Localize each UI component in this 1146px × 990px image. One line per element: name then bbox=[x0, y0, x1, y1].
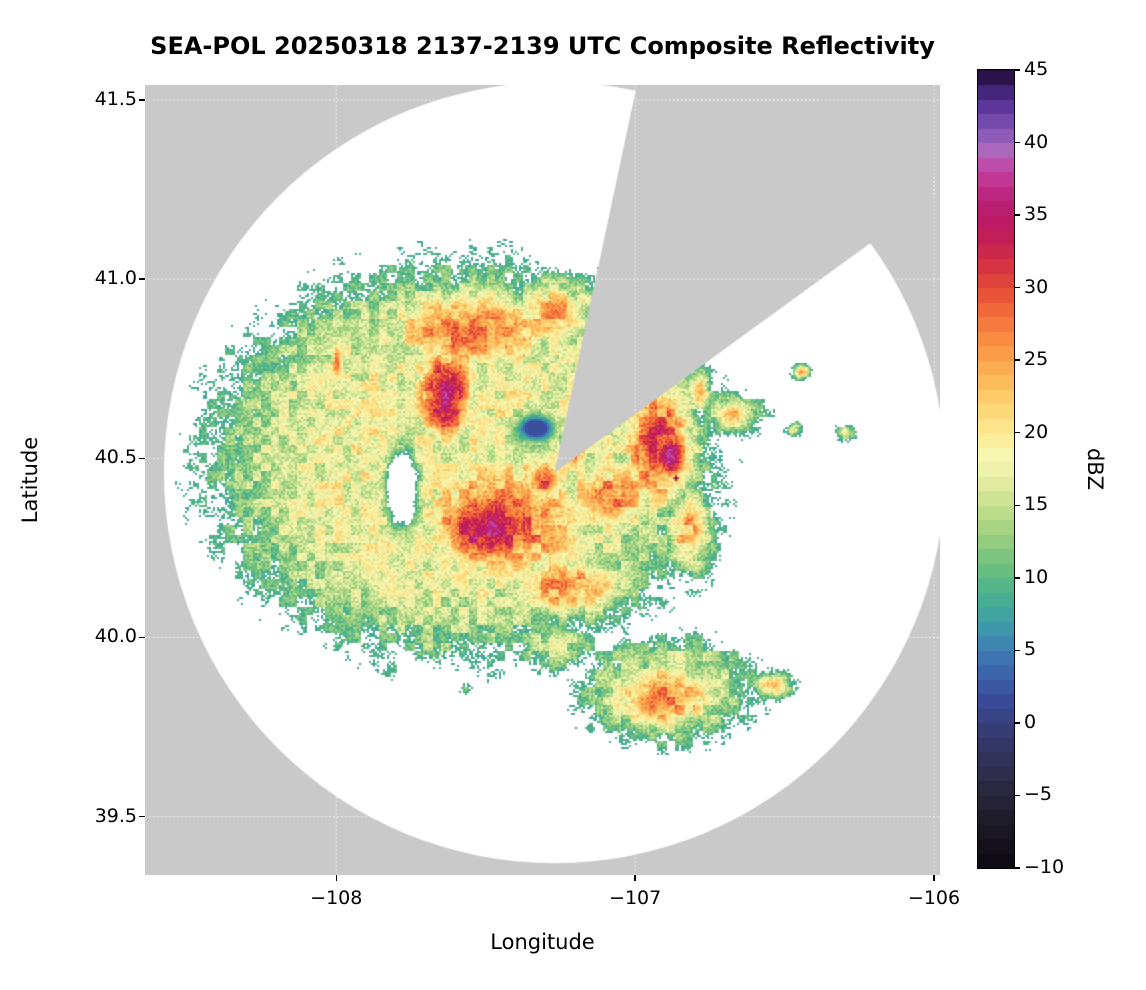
colorbar-tick-label: 25 bbox=[1024, 348, 1049, 371]
tick-mark bbox=[139, 278, 145, 280]
tick-mark bbox=[1014, 649, 1020, 652]
tick-mark bbox=[1014, 141, 1020, 144]
tick-mark bbox=[1014, 286, 1020, 289]
colorbar-label: dBZ bbox=[1083, 447, 1107, 491]
colorbar-tick-label: 5 bbox=[1024, 638, 1037, 661]
y-tick-label: 41.5 bbox=[94, 88, 137, 111]
tick-mark bbox=[1014, 722, 1020, 724]
x-tick-label: −107 bbox=[609, 887, 662, 909]
tick-mark bbox=[1014, 214, 1020, 216]
tick-mark bbox=[335, 875, 338, 881]
colorbar-tick-label: −10 bbox=[1024, 856, 1065, 878]
y-tick-label: 41.0 bbox=[94, 267, 137, 290]
tick-mark bbox=[1014, 504, 1020, 507]
tick-mark bbox=[1014, 577, 1020, 579]
tick-mark bbox=[139, 99, 145, 101]
x-tick-label: −106 bbox=[907, 887, 961, 909]
x-axis-label: Longitude bbox=[490, 930, 595, 954]
tick-mark bbox=[1014, 359, 1020, 361]
colorbar-tick-label: 20 bbox=[1024, 420, 1049, 443]
x-tick-label: −108 bbox=[310, 887, 363, 909]
y-axis-label: Latitude bbox=[18, 436, 42, 524]
tick-mark bbox=[139, 815, 145, 818]
colorbar-tick-label: 40 bbox=[1024, 130, 1049, 153]
colorbar bbox=[977, 69, 1015, 869]
y-tick-label: 40.5 bbox=[94, 446, 137, 469]
chart-title: SEA-POL 20250318 2137-2139 UTC Composite… bbox=[150, 32, 935, 60]
tick-mark bbox=[1014, 794, 1020, 797]
tick-mark bbox=[139, 457, 145, 460]
colorbar-tick-label: 0 bbox=[1024, 710, 1037, 733]
tick-mark bbox=[1014, 431, 1020, 434]
y-tick-label: 40.0 bbox=[94, 625, 137, 648]
tick-mark bbox=[1014, 69, 1020, 71]
colorbar-tick-label: −5 bbox=[1024, 783, 1053, 806]
tick-mark bbox=[634, 875, 636, 881]
colorbar-tick-label: 10 bbox=[1024, 565, 1049, 588]
tick-mark bbox=[1014, 867, 1020, 869]
tick-mark bbox=[139, 636, 145, 639]
colorbar-tick-label: 30 bbox=[1024, 275, 1049, 298]
y-tick-label: 39.5 bbox=[94, 804, 137, 827]
tick-mark bbox=[933, 875, 935, 881]
radar-plot-canvas bbox=[145, 85, 940, 875]
colorbar-tick-label: 15 bbox=[1024, 493, 1049, 516]
colorbar-tick-label: 35 bbox=[1024, 203, 1049, 226]
colorbar-tick-label: 45 bbox=[1024, 58, 1049, 80]
